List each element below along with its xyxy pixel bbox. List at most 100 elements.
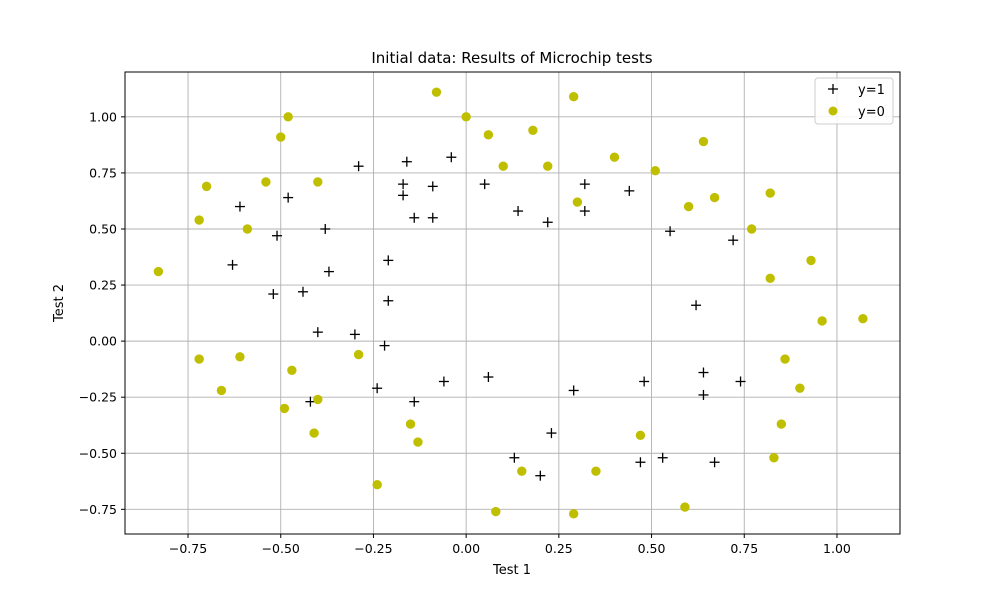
data-point-circle <box>765 188 775 198</box>
data-point-plus <box>297 286 308 297</box>
data-point-plus <box>509 452 520 463</box>
data-point-plus <box>323 266 334 277</box>
legend-entry-y1: y=1 <box>828 83 885 98</box>
data-point-plus <box>728 235 739 246</box>
data-point-circle <box>806 255 816 266</box>
data-point-plus <box>579 206 590 217</box>
y-tick-label: 0.25 <box>89 278 117 293</box>
legend-entry-y0: y=0 <box>828 105 885 120</box>
x-tick-label: 1.00 <box>823 541 851 556</box>
data-point-plus <box>383 295 394 306</box>
x-tick-label: −0.75 <box>169 541 207 556</box>
data-point-plus <box>283 192 294 203</box>
data-point-plus <box>401 156 412 167</box>
data-point-plus <box>349 329 360 340</box>
data-point-plus <box>312 327 323 338</box>
data-point-circle <box>680 502 690 512</box>
data-point-circle <box>279 403 290 414</box>
legend-label-y0: y=0 <box>858 105 885 120</box>
y-tick-label: 1.00 <box>89 109 117 124</box>
y-tick-label: 0.50 <box>89 221 117 236</box>
y-tick-label: 0.00 <box>89 334 117 349</box>
y-tick-label: −0.50 <box>79 446 117 461</box>
x-tick-label: 0.75 <box>730 541 758 556</box>
data-point-circle <box>817 316 827 326</box>
y-axis-title: Test 2 <box>52 284 67 323</box>
data-point-plus <box>624 185 635 196</box>
data-point-circle <box>650 165 660 176</box>
data-point-plus <box>546 428 557 439</box>
x-tick-label: −0.25 <box>354 541 392 556</box>
data-point-circle <box>261 177 271 187</box>
data-point-plus <box>383 255 394 266</box>
data-point-plus <box>234 201 245 212</box>
data-point-plus <box>272 230 283 241</box>
data-point-plus <box>268 289 279 300</box>
y-axis-ticks: −0.75 −0.50 −0.25 0.00 0.25 0.50 0.75 1.00 <box>79 109 125 517</box>
data-point-circle <box>635 430 646 441</box>
data-point-plus <box>409 396 420 407</box>
data-point-plus <box>657 452 668 463</box>
data-point-circle <box>283 112 293 122</box>
data-point-plus <box>227 259 238 270</box>
data-point-circle <box>353 349 364 360</box>
series-y1 <box>227 152 746 481</box>
data-point-plus <box>698 367 709 378</box>
data-point-plus <box>698 389 709 400</box>
data-point-circle <box>242 224 253 234</box>
data-point-circle <box>528 125 538 136</box>
legend-marker-circle <box>828 106 838 116</box>
data-point-circle <box>780 354 790 364</box>
data-point-circle <box>543 161 553 171</box>
legend-marker-plus <box>828 84 838 94</box>
x-tick-label: 0.25 <box>545 541 573 556</box>
data-point-plus <box>639 376 650 387</box>
data-point-plus <box>691 300 702 311</box>
x-axis-ticks: −0.75 −0.50 −0.25 0.00 0.25 0.50 0.75 1.00 <box>169 534 851 556</box>
data-point-circle <box>698 136 709 147</box>
legend: y=1 y=0 <box>814 77 894 125</box>
data-point-plus <box>398 179 409 190</box>
data-point-circle <box>609 152 620 162</box>
data-point-plus <box>372 383 383 394</box>
data-point-circle <box>483 130 494 140</box>
data-point-circle <box>765 273 775 284</box>
data-point-circle <box>201 181 212 192</box>
x-tick-label: 0.00 <box>452 541 480 556</box>
data-point-circle <box>235 352 245 362</box>
data-point-plus <box>446 152 457 163</box>
data-point-circle <box>746 224 757 234</box>
data-point-circle <box>769 453 779 463</box>
data-point-circle <box>309 428 319 438</box>
data-point-plus <box>320 223 331 234</box>
data-point-plus <box>635 457 646 468</box>
data-point-plus <box>427 181 438 192</box>
data-point-circle <box>568 91 579 102</box>
data-point-plus <box>409 212 420 223</box>
data-point-plus <box>438 376 449 387</box>
plot-frame <box>124 71 901 535</box>
data-point-circle <box>153 266 164 277</box>
y-tick-label: −0.25 <box>79 390 117 405</box>
x-tick-label: −0.50 <box>262 541 300 556</box>
data-point-plus <box>735 376 746 387</box>
series-y0 <box>153 87 868 519</box>
data-point-circle <box>491 506 501 517</box>
data-point-plus <box>479 179 490 190</box>
data-point-circle <box>287 365 297 375</box>
chart-title: Initial data: Results of Microchip tests <box>371 49 652 67</box>
data-point-circle <box>413 437 423 447</box>
data-point-circle <box>431 87 442 97</box>
y-tick-label: 0.75 <box>89 165 117 180</box>
data-point-plus <box>665 226 676 237</box>
data-point-circle <box>498 161 508 171</box>
data-point-plus <box>542 217 553 228</box>
data-point-circle <box>591 466 601 476</box>
data-point-circle <box>313 394 323 405</box>
data-point-plus <box>427 212 438 223</box>
data-point-circle <box>313 177 323 187</box>
data-points <box>153 87 868 519</box>
data-point-circle <box>194 215 204 225</box>
data-point-circle <box>683 201 694 212</box>
legend-label-y1: y=1 <box>858 83 885 98</box>
